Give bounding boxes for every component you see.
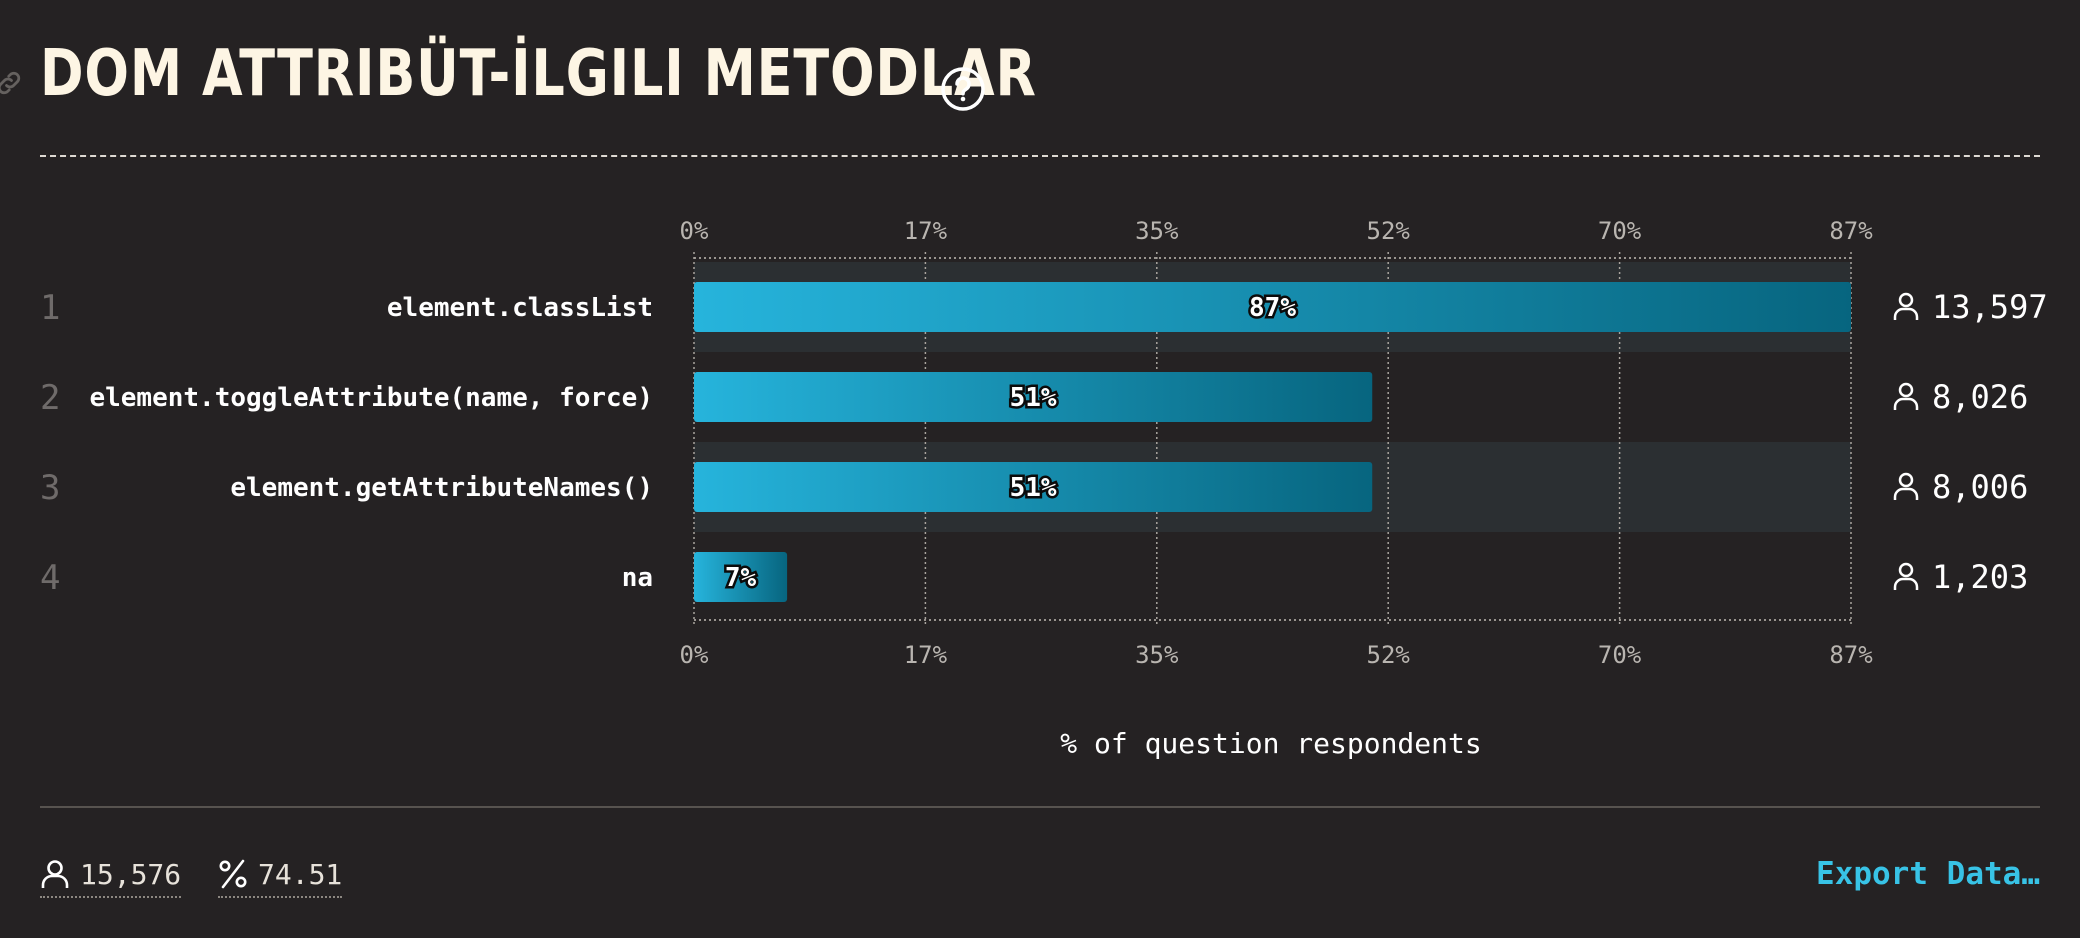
bar-value-label: 51%: [1010, 473, 1057, 503]
bar[interactable]: [694, 282, 1851, 332]
x-tick-label-top: 87%: [1829, 217, 1873, 245]
x-tick-label-bottom: 52%: [1367, 641, 1411, 669]
user-icon: [1893, 292, 1919, 320]
respondent-count: 8,026: [1932, 378, 2028, 416]
category-label: na: [622, 563, 653, 593]
total-respondents[interactable]: 15,576: [40, 852, 182, 898]
category-label: element.getAttributeNames(): [230, 473, 653, 503]
bar-value-label: 7%: [725, 563, 757, 593]
rank-number: 1: [40, 288, 60, 328]
question-circle-icon[interactable]: [940, 66, 986, 112]
respondent-count: 1,203: [1932, 558, 2028, 596]
x-tick-label-top: 52%: [1367, 217, 1411, 245]
x-tick-label-top: 70%: [1598, 217, 1642, 245]
total-respondents-value: 15,576: [80, 857, 182, 891]
x-tick-label-bottom: 17%: [904, 641, 948, 669]
completion-percentage-value: 74.51: [258, 857, 343, 891]
x-tick-label-bottom: 35%: [1135, 641, 1179, 669]
category-label: element.toggleAttribute(name, force): [89, 383, 653, 413]
rank-number: 4: [40, 558, 60, 598]
x-tick-label-bottom: 87%: [1829, 641, 1873, 669]
percent-icon: [219, 859, 247, 889]
bar[interactable]: [694, 552, 788, 602]
user-icon: [1893, 472, 1919, 500]
x-tick-label-top: 17%: [904, 217, 948, 245]
respondent-count: 13,597: [1932, 288, 2048, 326]
x-tick-label-top: 35%: [1135, 217, 1179, 245]
x-tick-label-top: 0%: [680, 217, 709, 245]
link-icon[interactable]: [0, 68, 24, 98]
bar-value-label: 51%: [1010, 383, 1057, 413]
user-icon: [1893, 382, 1919, 410]
x-tick-label-bottom: 0%: [680, 641, 709, 669]
bar[interactable]: [694, 372, 1373, 422]
bar-value-label: 87%: [1249, 293, 1296, 323]
completion-percentage[interactable]: 74.51: [218, 852, 343, 898]
title-divider: [40, 155, 2040, 157]
respondent-count: 8,006: [1932, 468, 2028, 506]
bar[interactable]: [694, 462, 1373, 512]
rank-number: 2: [40, 378, 60, 418]
export-data-button[interactable]: Export Data…: [1816, 856, 2040, 892]
x-tick-label-bottom: 70%: [1598, 641, 1642, 669]
user-icon: [1893, 562, 1919, 590]
rank-number: 3: [40, 468, 60, 508]
category-label: element.classList: [387, 293, 653, 323]
x-axis-label: % of question respondents: [1060, 727, 1481, 760]
bar-chart: 87% 51% 51% 7% 0% 17% 35% 52% 70% 87% 0% 17% 35% 52…: [40, 217, 2048, 760]
page-title: DOM ATTRIBÜT-İLGILI METODLAR: [40, 37, 1037, 111]
user-icon: [41, 860, 69, 888]
footer-divider: [40, 806, 2040, 808]
